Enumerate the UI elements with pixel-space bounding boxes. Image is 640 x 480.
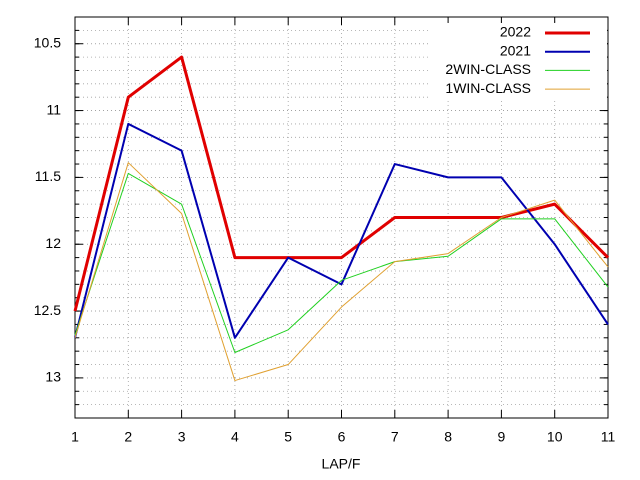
y-tick-label: 10.5 [34,34,61,50]
legend-box [430,23,607,100]
x-tick-label: 7 [391,429,399,445]
series-line [74,172,609,354]
x-axis-label: LAP/F [322,456,361,472]
x-tick-label: 3 [178,429,186,445]
x-tick-label: 2 [124,429,132,445]
x-tick-label: 11 [601,429,616,445]
x-tick-label: 9 [498,429,506,445]
series-line [74,162,609,382]
x-tick-label: 1 [71,429,79,445]
x-tick-label: 4 [231,429,239,445]
series-line [73,55,610,312]
legend-label: 2022 [500,24,531,40]
legend-label: 2WIN-CLASS [445,61,531,77]
x-tick-label: 8 [444,429,452,445]
y-tick-label: 12.5 [34,302,61,318]
y-tick-label: 11 [46,101,61,117]
series-line [74,122,609,339]
y-tick-label: 12 [45,235,61,251]
legend-label: 2021 [500,42,531,58]
legend-label: 1WIN-CLASS [445,80,531,96]
x-tick-label: 5 [284,429,292,445]
y-tick-label: 13 [45,369,61,385]
y-tick-label: 11.5 [35,168,61,184]
plot-frame [74,16,609,419]
x-tick-label: 10 [547,429,563,445]
x-tick-label: 6 [338,429,346,445]
